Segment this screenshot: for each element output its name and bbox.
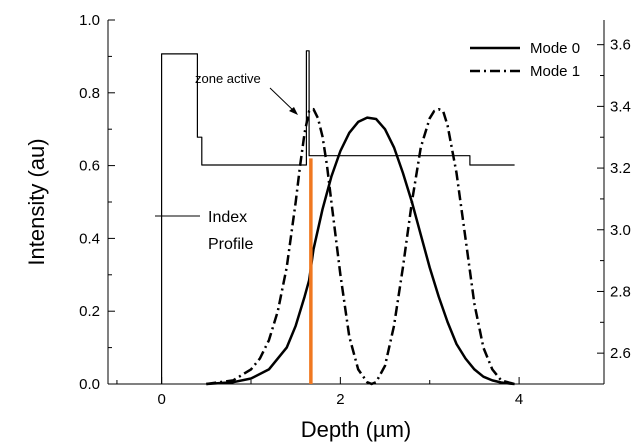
y-tick-label: 1.0	[79, 12, 100, 29]
annotation-zone-arrowhead	[289, 107, 298, 115]
y-ticks: 0.0 0.2 0.4 0.6 0.8 1.0	[79, 12, 115, 393]
plot-series	[161, 50, 515, 386]
y-tick-label: 0.6	[79, 158, 100, 175]
series-mode-1	[206, 107, 515, 386]
annotation-zone-arrow	[269, 87, 297, 114]
y2-tick-label: 2.6	[610, 345, 631, 362]
legend-label-mode-0: Mode 0	[530, 40, 580, 57]
y2-tick-label: 3.6	[610, 37, 631, 54]
annotation-zone-active: zone active	[195, 71, 261, 86]
series-index-profile	[161, 50, 515, 384]
y2-tick-label: 3.2	[610, 160, 631, 177]
y2-tick-label: 3.4	[610, 98, 631, 115]
y-tick-label: 0.2	[79, 303, 100, 320]
annotation-index-label: Index	[208, 209, 247, 226]
legend-label-mode-1: Mode 1	[530, 63, 580, 80]
y-tick-label: 0.4	[79, 230, 100, 247]
series-mode-0	[206, 116, 515, 386]
x-ticks: 0 2 4	[116, 377, 523, 408]
x-axis-title: Depth (µm)	[301, 417, 411, 442]
x-tick-label: 2	[336, 391, 344, 408]
annotation-profile-label: Profile	[208, 236, 253, 253]
y2-ticks: 2.6 2.8 3.0 3.2 3.4 3.6	[597, 37, 631, 362]
y-axis-title: Intensity (au)	[24, 138, 49, 265]
legend: Mode 0 Mode 1	[470, 40, 580, 80]
y2-tick-label: 3.0	[610, 222, 631, 239]
y-tick-label: 0.8	[79, 85, 100, 102]
x-tick-label: 4	[515, 391, 523, 408]
y2-tick-label: 2.8	[610, 283, 631, 300]
x-tick-label: 0	[157, 391, 165, 408]
y-tick-label: 0.0	[79, 376, 100, 393]
